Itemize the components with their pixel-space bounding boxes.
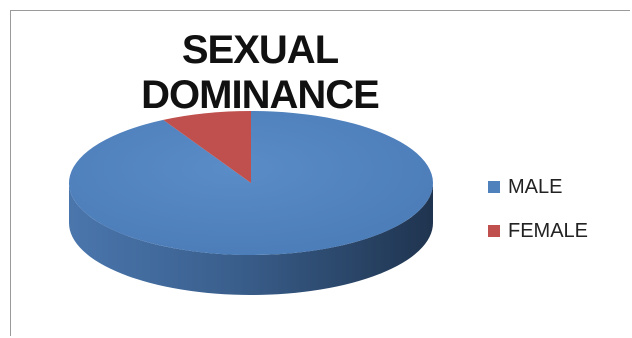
legend-label-female: FEMALE — [508, 220, 588, 243]
legend-swatch-female — [488, 225, 500, 237]
legend-swatch-male — [488, 181, 500, 193]
legend-label-male: MALE — [508, 176, 562, 199]
pie-slice-male — [69, 111, 433, 255]
legend: MALE FEMALE — [488, 174, 588, 262]
legend-item-female: FEMALE — [488, 218, 588, 244]
legend-item-male: MALE — [488, 174, 588, 200]
